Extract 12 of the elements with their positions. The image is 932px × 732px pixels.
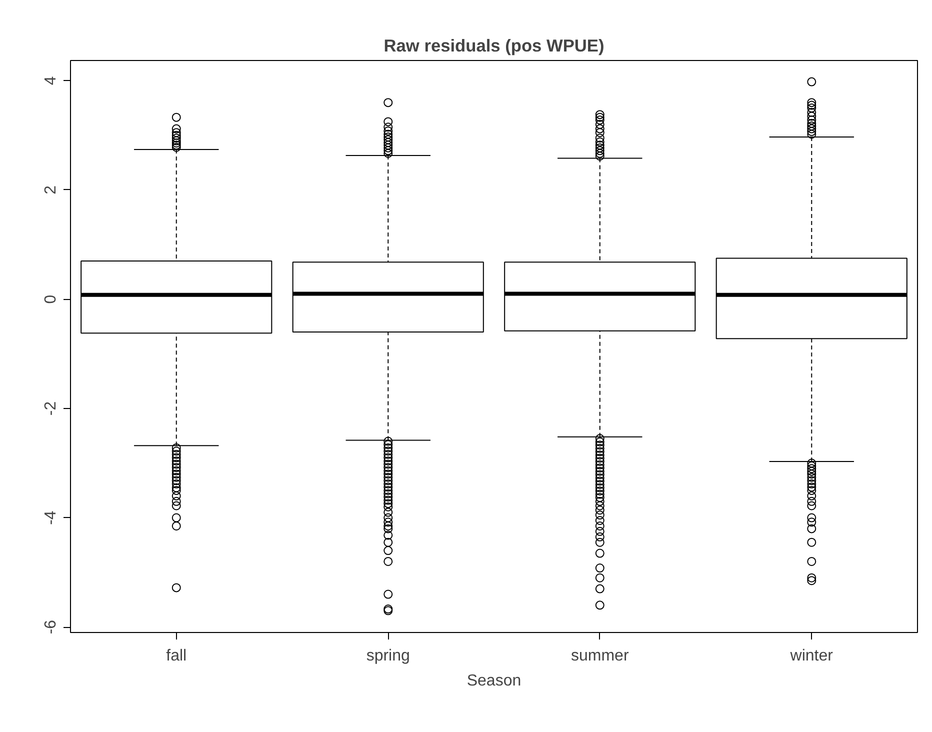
x-tick-label: summer	[570, 648, 630, 664]
y-tick-label: 2	[42, 185, 60, 194]
y-tick-label: 4	[42, 76, 60, 86]
y-tick-label: -6	[42, 620, 60, 634]
y-tick-label: 0	[42, 294, 60, 304]
y-tick-label: -2	[42, 401, 60, 416]
x-tick-label: winter	[789, 648, 834, 664]
x-tick-label: spring	[366, 648, 410, 664]
y-tick-label: -4	[42, 510, 60, 525]
x-axis-title: Season	[466, 672, 522, 690]
x-tick-label: fall	[166, 648, 187, 664]
chart-title: Raw residuals (pos WPUE)	[384, 36, 604, 56]
